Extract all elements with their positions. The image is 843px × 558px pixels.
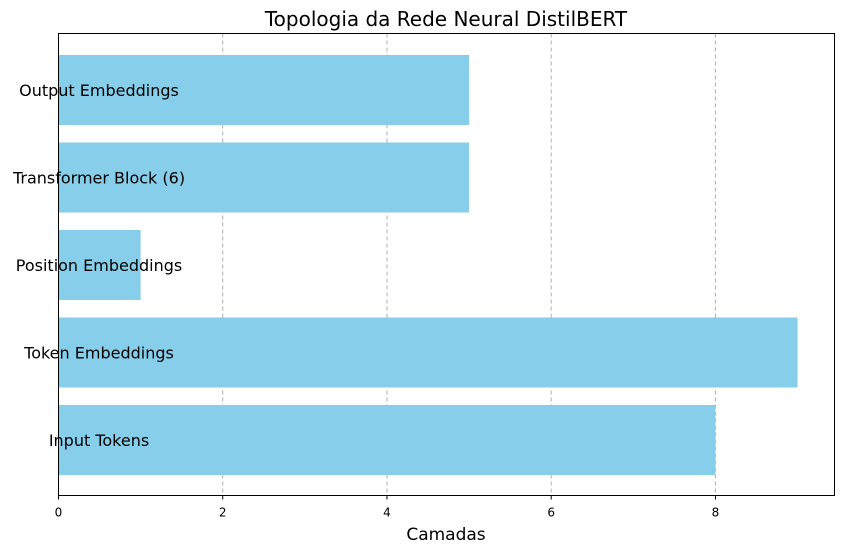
x-tick-label-4: 8 xyxy=(712,506,720,520)
category-label-0: Input Tokens xyxy=(49,431,149,450)
chart-title: Topologia da Rede Neural DistilBERT xyxy=(264,7,628,31)
category-label-4: Output Embeddings xyxy=(19,81,179,100)
bars xyxy=(58,55,798,475)
category-labels: Input Tokens Token Embeddings Position Emb… xyxy=(12,81,185,450)
bar-1 xyxy=(58,317,798,388)
category-label-1: Token Embeddings xyxy=(23,344,174,363)
x-tick-label-0: 0 xyxy=(55,506,63,520)
bar-2 xyxy=(58,230,141,300)
x-axis-label: Camadas xyxy=(406,525,485,545)
bar-3 xyxy=(58,142,470,213)
plot-frame xyxy=(58,33,835,496)
x-tick-label-3: 6 xyxy=(547,506,555,520)
bar-0 xyxy=(58,405,716,475)
x-tick-label-1: 2 xyxy=(219,506,227,520)
x-axis-ticks: 0 2 4 6 8 xyxy=(55,495,720,520)
bar-4 xyxy=(58,55,470,125)
x-tick-label-2: 4 xyxy=(383,506,391,520)
category-label-3: Transformer Block (6) xyxy=(12,169,185,188)
category-label-2: Position Embeddings xyxy=(16,256,182,275)
